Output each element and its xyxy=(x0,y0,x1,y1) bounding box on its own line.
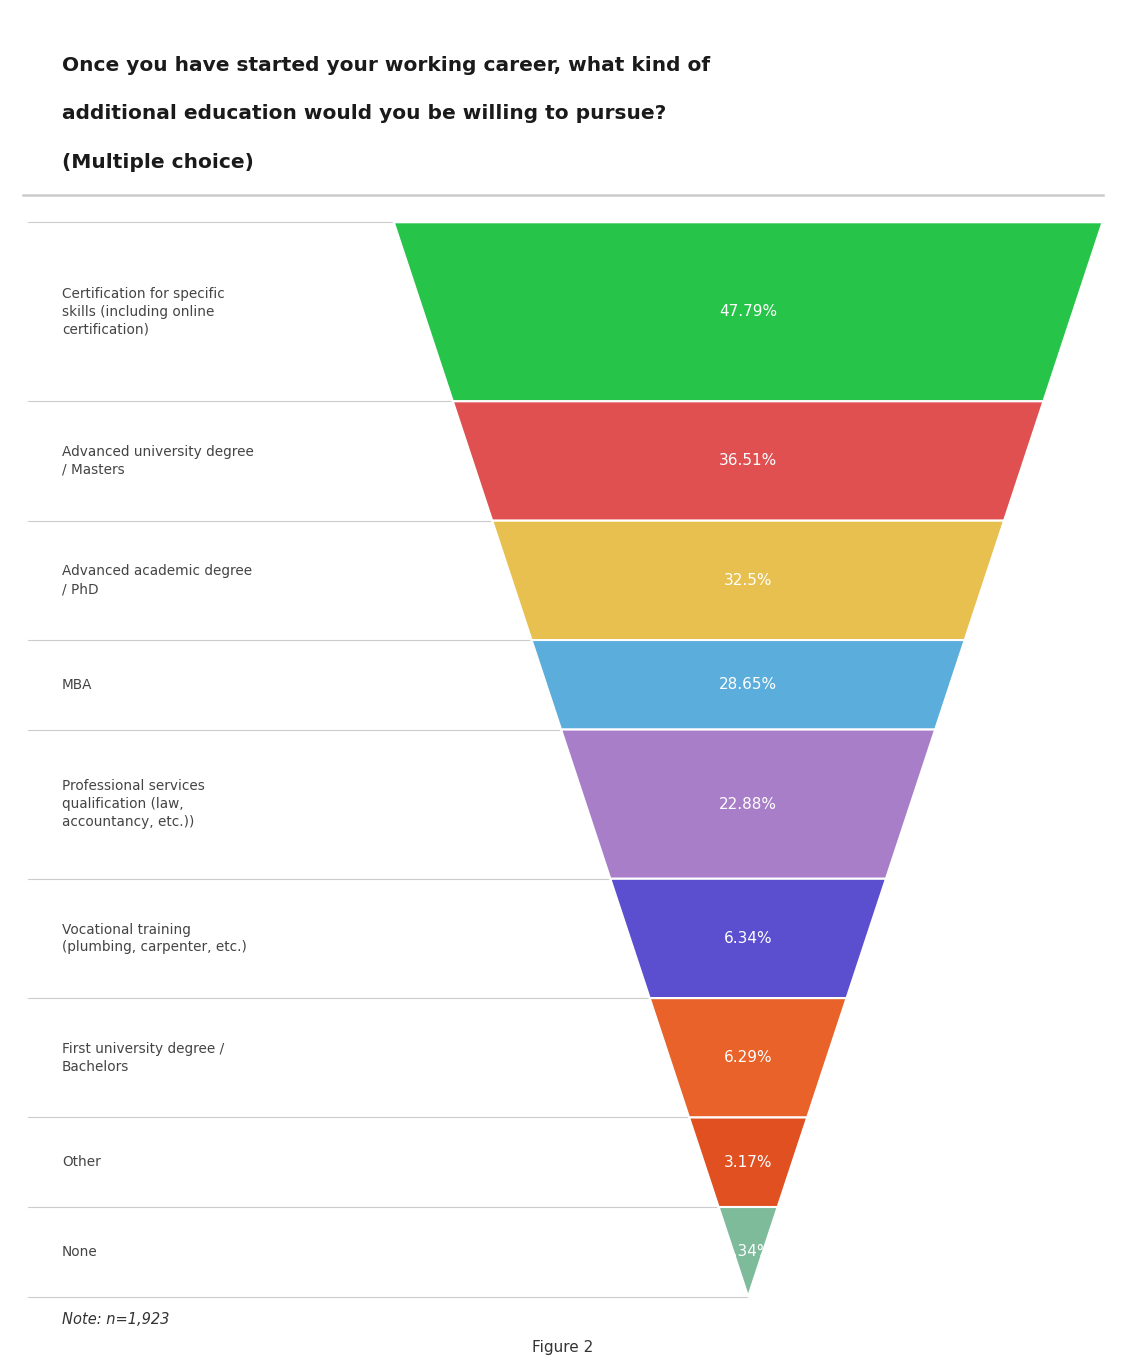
Text: 22.88%: 22.88% xyxy=(719,797,777,812)
Polygon shape xyxy=(452,401,1044,520)
Text: 47.79%: 47.79% xyxy=(719,305,777,320)
Text: Once you have started your working career, what kind of: Once you have started your working caree… xyxy=(62,56,710,75)
Text: 32.5%: 32.5% xyxy=(723,573,773,587)
Polygon shape xyxy=(688,1117,808,1207)
Text: Certification for specific
skills (including online
certification): Certification for specific skills (inclu… xyxy=(62,287,225,336)
Polygon shape xyxy=(561,730,935,878)
Text: 6.34%: 6.34% xyxy=(723,932,773,945)
Text: Advanced academic degree
/ PhD: Advanced academic degree / PhD xyxy=(62,564,252,597)
Text: 28.65%: 28.65% xyxy=(719,678,777,693)
Text: (Multiple choice): (Multiple choice) xyxy=(62,152,254,172)
Text: additional education would you be willing to pursue?: additional education would you be willin… xyxy=(62,104,666,123)
Text: 3.17%: 3.17% xyxy=(723,1155,773,1170)
Polygon shape xyxy=(493,520,1005,639)
Text: Other: Other xyxy=(62,1155,100,1169)
Polygon shape xyxy=(532,639,965,730)
Text: Professional services
qualification (law,
accountancy, etc.)): Professional services qualification (law… xyxy=(62,779,205,829)
Text: Vocational training
(plumbing, carpenter, etc.): Vocational training (plumbing, carpenter… xyxy=(62,922,246,955)
Text: Figure 2: Figure 2 xyxy=(532,1340,593,1354)
Polygon shape xyxy=(650,997,847,1117)
Text: First university degree /
Bachelors: First university degree / Bachelors xyxy=(62,1041,224,1074)
Text: 36.51%: 36.51% xyxy=(719,454,777,468)
Text: 2.34%: 2.34% xyxy=(723,1244,773,1259)
Polygon shape xyxy=(719,1207,777,1297)
Text: 6.29%: 6.29% xyxy=(723,1051,773,1065)
Polygon shape xyxy=(610,878,886,997)
Text: None: None xyxy=(62,1244,98,1258)
Text: MBA: MBA xyxy=(62,678,92,691)
Polygon shape xyxy=(394,222,1102,401)
Text: Advanced university degree
/ Masters: Advanced university degree / Masters xyxy=(62,445,254,477)
Text: Note: n=1,923: Note: n=1,923 xyxy=(62,1313,169,1327)
